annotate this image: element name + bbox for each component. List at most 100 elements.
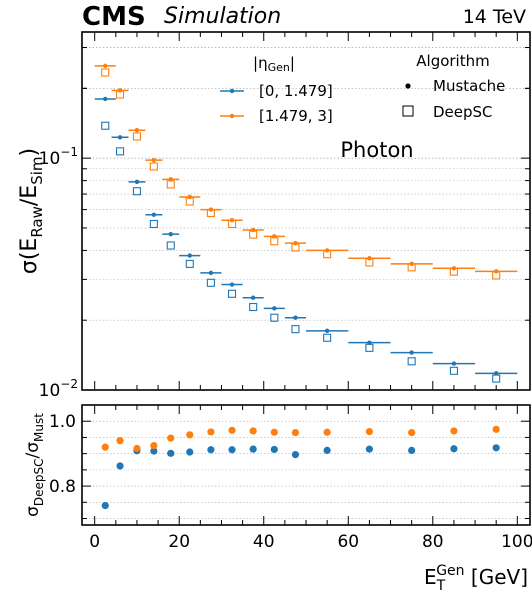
legend-entry-endcap: [1.479, 3] [220, 107, 333, 125]
ratio-xtick-label: 40 [253, 532, 275, 552]
main-point-deepsc [149, 162, 158, 171]
main-plot: 10−1 10−2 σ(ERaw/ESim) Photon |ηGen| [0, … [17, 31, 531, 401]
main-point-mustache [103, 96, 108, 102]
ratio-point [186, 431, 194, 439]
main-point-deepsc [449, 366, 458, 375]
main-point-mustache [208, 270, 214, 276]
main-point-mustache [324, 328, 330, 334]
main-point-mustache [493, 269, 499, 274]
ratio-point [249, 445, 257, 453]
legend-marker-mustache [405, 83, 411, 89]
legend-marker-deepsc [402, 105, 414, 117]
legend-entry-barrel: [0, 1.479] [220, 82, 333, 100]
main-point-deepsc [227, 219, 237, 229]
ratio-point [228, 446, 236, 454]
main-point-mustache [272, 306, 277, 311]
energy-label: 14 TeV [462, 6, 526, 28]
main-point-deepsc [407, 263, 416, 272]
ratio-point [323, 428, 331, 436]
ratio-xtick-label: 60 [337, 532, 359, 552]
main-point-deepsc [166, 241, 175, 250]
ratio-xtick-label: 0 [89, 532, 100, 552]
main-point-deepsc [492, 374, 501, 383]
ratio-point [291, 451, 300, 459]
main-point-deepsc [249, 302, 258, 312]
ratio-point [186, 448, 194, 456]
main-point-deepsc [206, 208, 215, 218]
main-point-deepsc [149, 219, 158, 229]
main-point-deepsc [365, 258, 374, 267]
ratio-point [228, 426, 236, 434]
main-point-deepsc [323, 250, 332, 259]
legend-dot-endcap [229, 113, 235, 119]
main-point-mustache [367, 340, 372, 345]
main-point-deepsc [115, 147, 125, 156]
ratio-point [408, 446, 416, 455]
main-point-mustache [151, 157, 157, 163]
ratio-point [492, 444, 500, 452]
ratio-point [101, 443, 109, 451]
main-ytick-label: 10−2 [39, 377, 78, 401]
main-point-deepsc [492, 271, 501, 280]
photon-annotation: Photon [340, 138, 413, 162]
simulation-label: Simulation [164, 4, 282, 29]
legend-entry-deepsc: DeepSC [402, 103, 493, 121]
ratio-xtick-label: 100 [501, 532, 532, 552]
main-point-mustache [293, 240, 298, 246]
ratio-ylabel: σDeepSC/σMust [23, 413, 46, 517]
ratio-ytick-label: 0.8 [49, 477, 76, 497]
ratio-point [270, 445, 278, 454]
main-point-deepsc [132, 187, 141, 196]
ratio-point [408, 428, 416, 437]
legend-entry-mustache: Mustache [405, 77, 505, 95]
main-point-mustache [187, 253, 192, 258]
ratio-point [167, 434, 175, 442]
main-point-mustache [293, 315, 298, 320]
ratio-point [365, 427, 373, 436]
ratio-point [249, 427, 257, 435]
ratio-xtick-label: 80 [422, 532, 444, 552]
ratio-point [450, 427, 458, 435]
main-point-deepsc [115, 90, 125, 99]
main-point-deepsc [206, 278, 215, 287]
ratio-xtick-label: 20 [168, 532, 190, 552]
main-point-deepsc [365, 343, 374, 352]
main-point-mustache [117, 135, 123, 140]
ratio-plot: 0.8 1.0 0 20 40 60 80 100 σDeepSC/σMust ETGen … [23, 404, 532, 594]
main-point-mustache [103, 63, 108, 69]
ratio-point [450, 445, 458, 453]
ratio-point [150, 441, 158, 450]
ratio-xlabel: ETGen [GeV] [424, 563, 528, 594]
main-point-mustache [493, 371, 499, 376]
main-point-mustache [134, 127, 140, 133]
main-point-deepsc [101, 121, 110, 130]
main-point-mustache [451, 361, 457, 366]
main-point-mustache [409, 350, 414, 355]
ratio-point [207, 446, 215, 454]
main-point-deepsc [449, 267, 458, 276]
main-point-deepsc [407, 357, 416, 366]
ratio-point [133, 444, 141, 453]
main-point-mustache [151, 212, 157, 217]
main-point-mustache [367, 256, 372, 261]
legend: |ηGen| [0, 1.479] [1.479, 3] Algorithm M… [220, 52, 505, 125]
main-point-deepsc [101, 68, 110, 77]
main-point-deepsc [291, 243, 300, 252]
ratio-point [270, 428, 278, 436]
cms-logo-text: CMS [82, 2, 146, 32]
main-point-deepsc [270, 237, 279, 246]
main-point-deepsc [132, 132, 141, 141]
ratio-point [101, 501, 109, 510]
legend-label-endcap: [1.479, 3] [259, 107, 333, 125]
legend-label-mustache: Mustache [433, 77, 505, 95]
ratio-point [207, 428, 215, 436]
legend-dot-barrel [229, 88, 235, 94]
main-point-mustache [168, 231, 173, 237]
main-point-deepsc [249, 230, 258, 239]
ratio-point [116, 462, 124, 470]
main-point-deepsc [270, 313, 279, 322]
ratio-point [323, 446, 331, 455]
main-point-deepsc [166, 180, 175, 189]
ratio-point [365, 445, 373, 453]
